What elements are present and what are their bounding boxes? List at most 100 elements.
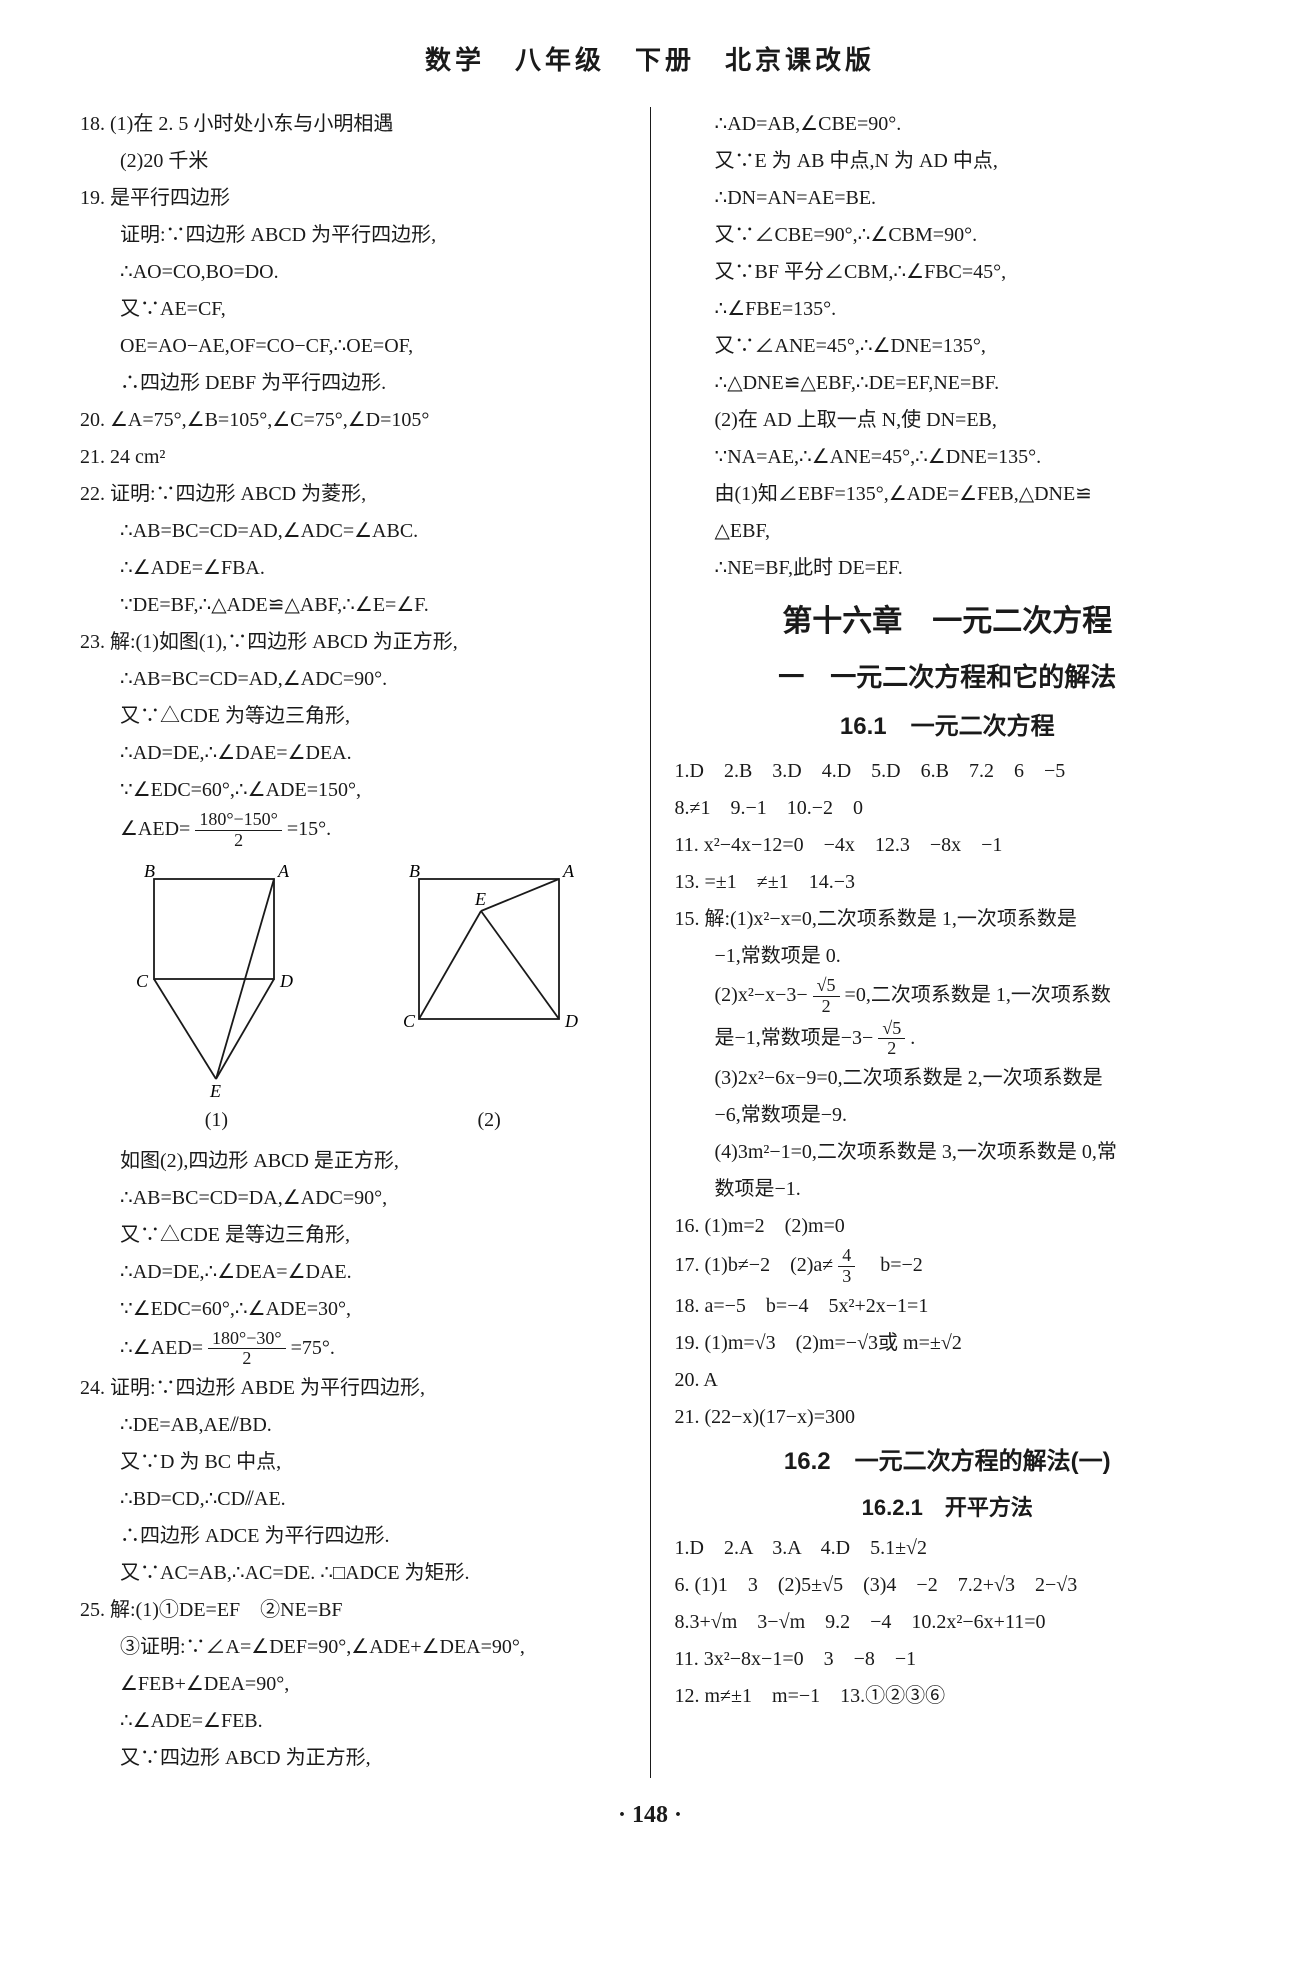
q23-line2: ∴AB=BC=CD=AD,∠ADC=90°.	[80, 662, 626, 697]
r-line1: ∴AD=AB,∠CBE=90°.	[675, 107, 1221, 142]
q24-line2: ∴DE=AB,AE⫽BD.	[80, 1408, 626, 1443]
q23-line7: 如图(2),四边形 ABCD 是正方形,	[80, 1144, 626, 1179]
q23-line12b: =75°.	[291, 1336, 335, 1358]
q18-line1: 18. (1)在 2. 5 小时处小东与小明相遇	[80, 107, 626, 142]
q24-line4: ∴BD=CD,∴CD⫽AE.	[80, 1482, 626, 1517]
q23-line9: 又∵△CDE 是等边三角形,	[80, 1218, 626, 1253]
frac-sqrt5-b: √5 2	[878, 1019, 905, 1060]
ans-17a: 17. (1)b≠−2 (2)a≠	[675, 1254, 834, 1276]
ans-15-7: (4)3m²−1=0,二次项系数是 3,一次项系数是 0,常	[675, 1135, 1221, 1170]
page-number: · 148 ·	[80, 1802, 1220, 1829]
frac-sqrt5-num-a: √5	[813, 976, 840, 997]
ans-15-6: −6,常数项是−9.	[675, 1098, 1221, 1133]
b-line1: 1.D 2.A 3.A 4.D 5.1±√2	[675, 1531, 1221, 1566]
q23-line6a: ∠AED=	[120, 818, 190, 840]
fig1-D: D	[279, 971, 293, 991]
subsection-16-1: 16.1 一元二次方程	[675, 706, 1221, 748]
ans-15-4: 是−1,常数项是−3− √5 2 .	[675, 1019, 1221, 1060]
frac1-den: 2	[195, 831, 282, 851]
ans-15-3b: =0,二次项系数是 1,一次项系数	[845, 984, 1111, 1006]
ans-15-3: (2)x²−x−3− √5 2 =0,二次项系数是 1,一次项系数	[675, 976, 1221, 1017]
ans-21: 21. (22−x)(17−x)=300	[675, 1400, 1221, 1435]
r-line11: 由(1)知∠EBF=135°,∠ADE=∠FEB,△DNE≌	[675, 477, 1221, 512]
q20: 20. ∠A=75°,∠B=105°,∠C=75°,∠D=105°	[80, 403, 626, 438]
frac-sqrt5-a: √5 2	[813, 976, 840, 1017]
q23-line11: ∵∠EDC=60°,∴∠ADE=30°,	[80, 1292, 626, 1327]
fraction-1: 180°−150° 2	[195, 810, 282, 851]
two-column-layout: 18. (1)在 2. 5 小时处小东与小明相遇 (2)20 千米 19. 是平…	[80, 107, 1220, 1778]
ans-15-3a: (2)x²−x−3−	[715, 984, 808, 1006]
ans-20: 20. A	[675, 1363, 1221, 1398]
fig2-D: D	[564, 1011, 578, 1031]
q23-line8: ∴AB=BC=CD=DA,∠ADC=90°,	[80, 1181, 626, 1216]
ans-15-4b: .	[910, 1026, 915, 1048]
q23-line12: ∴∠AED= 180°−30° 2 =75°.	[80, 1329, 626, 1370]
subsubsection-16-2-1: 16.2.1 开平方法	[675, 1489, 1221, 1528]
q25-line5: 又∵四边形 ABCD 为正方形,	[80, 1741, 626, 1776]
left-column: 18. (1)在 2. 5 小时处小东与小明相遇 (2)20 千米 19. 是平…	[80, 107, 651, 1778]
q22-line2: ∴AB=BC=CD=AD,∠ADC=∠ABC.	[80, 514, 626, 549]
q23-line6b: =15°.	[287, 818, 331, 840]
frac2-num: 180°−30°	[208, 1329, 286, 1350]
ans-17: 17. (1)b≠−2 (2)a≠ 4 3 b=−2	[675, 1246, 1221, 1287]
frac-sqrt5-den-b: 2	[878, 1039, 905, 1059]
q19-line2: 证明:∵四边形 ABCD 为平行四边形,	[80, 218, 626, 253]
frac1-num: 180°−150°	[195, 810, 282, 831]
r-line4: 又∵∠CBE=90°,∴∠CBM=90°.	[675, 218, 1221, 253]
fig1-C: C	[136, 971, 149, 991]
r-line9: (2)在 AD 上取一点 N,使 DN=EB,	[675, 403, 1221, 438]
ans-15-5: (3)2x²−6x−9=0,二次项系数是 2,一次项系数是	[675, 1061, 1221, 1096]
fig2-B: B	[409, 861, 420, 881]
r-line12: △EBF,	[675, 514, 1221, 549]
fig1-E: E	[209, 1081, 221, 1099]
q23-line12a: ∴∠AED=	[120, 1336, 203, 1358]
r-line7: 又∵∠ANE=45°,∴∠DNE=135°,	[675, 329, 1221, 364]
ans-line4: 13. =±1 ≠±1 14.−3	[675, 865, 1221, 900]
q25-line1: 25. 解:(1)①DE=EF ②NE=BF	[80, 1593, 626, 1628]
page: 数学 八年级 下册 北京课改版 18. (1)在 2. 5 小时处小东与小明相遇…	[0, 0, 1300, 1869]
q23-line1: 23. 解:(1)如图(1),∵四边形 ABCD 为正方形,	[80, 625, 626, 660]
b-line5: 12. m≠±1 m=−1 13.①②③⑥	[675, 1679, 1221, 1714]
q19-line6: ∴四边形 DEBF 为平行四边形.	[80, 366, 626, 401]
ans-15-1: 15. 解:(1)x²−x=0,二次项系数是 1,一次项系数是	[675, 902, 1221, 937]
frac2-den: 2	[208, 1349, 286, 1369]
q25-line3: ∠FEB+∠DEA=90°,	[80, 1667, 626, 1702]
ans-17b: b=−2	[860, 1254, 923, 1276]
figure-2: B A C D E	[389, 859, 589, 1039]
q23-line4: ∴AD=DE,∴∠DAE=∠DEA.	[80, 736, 626, 771]
q23-line5: ∵∠EDC=60°,∴∠ADE=150°,	[80, 773, 626, 808]
section-title-1: 一 一元二次方程和它的解法	[675, 655, 1221, 701]
q24-line6: 又∵AC=AB,∴AC=DE. ∴□ADCE 为矩形.	[80, 1556, 626, 1591]
q23-line3: 又∵△CDE 为等边三角形,	[80, 699, 626, 734]
ans-line3: 11. x²−4x−12=0 −4x 12.3 −8x −1	[675, 828, 1221, 863]
frac-43-den: 3	[838, 1267, 855, 1287]
fig1-B: B	[144, 861, 155, 881]
ans-15-8: 数项是−1.	[675, 1172, 1221, 1207]
q22-line4: ∵DE=BF,∴△ADE≌△ABF,∴∠E=∠F.	[80, 588, 626, 623]
right-column: ∴AD=AB,∠CBE=90°. 又∵E 为 AB 中点,N 为 AD 中点, …	[651, 107, 1221, 1778]
q22-line3: ∴∠ADE=∠FBA.	[80, 551, 626, 586]
chapter-title: 第十六章 一元二次方程	[675, 596, 1221, 649]
q23-line10: ∴AD=DE,∴∠DEA=∠DAE.	[80, 1255, 626, 1290]
ans-18: 18. a=−5 b=−4 5x²+2x−1=1	[675, 1289, 1221, 1324]
b-line3: 8.3+√m 3−√m 9.2 −4 10.2x²−6x+11=0	[675, 1605, 1221, 1640]
ans-line1: 1.D 2.B 3.D 4.D 5.D 6.B 7.2 6 −5	[675, 754, 1221, 789]
page-header: 数学 八年级 下册 北京课改版	[80, 40, 1220, 77]
q19-line5: OE=AO−AE,OF=CO−CF,∴OE=OF,	[80, 329, 626, 364]
frac-sqrt5-den-a: 2	[813, 997, 840, 1017]
subsection-16-2: 16.2 一元二次方程的解法(一)	[675, 1441, 1221, 1483]
b-line2: 6. (1)1 3 (2)5±√5 (3)4 −2 7.2+√3 2−√3	[675, 1568, 1221, 1603]
q24-line5: ∴四边形 ADCE 为平行四边形.	[80, 1519, 626, 1554]
r-line6: ∴∠FBE=135°.	[675, 292, 1221, 327]
frac-43: 4 3	[838, 1246, 855, 1287]
fig2-E: E	[474, 889, 486, 909]
r-line13: ∴NE=BF,此时 DE=EF.	[675, 551, 1221, 586]
q19-line4: 又∵AE=CF,	[80, 292, 626, 327]
q25-line2: ③证明:∵∠A=∠DEF=90°,∠ADE+∠DEA=90°,	[80, 1630, 626, 1665]
ans-19: 19. (1)m=√3 (2)m=−√3或 m=±√2	[675, 1326, 1221, 1361]
figure-captions: (1) (2)	[80, 1103, 626, 1138]
q25-line4: ∴∠ADE=∠FEB.	[80, 1704, 626, 1739]
figure-1: B A C D E	[116, 859, 316, 1099]
r-line3: ∴DN=AN=AE=BE.	[675, 181, 1221, 216]
r-line10: ∵NA=AE,∴∠ANE=45°,∴∠DNE=135°.	[675, 440, 1221, 475]
